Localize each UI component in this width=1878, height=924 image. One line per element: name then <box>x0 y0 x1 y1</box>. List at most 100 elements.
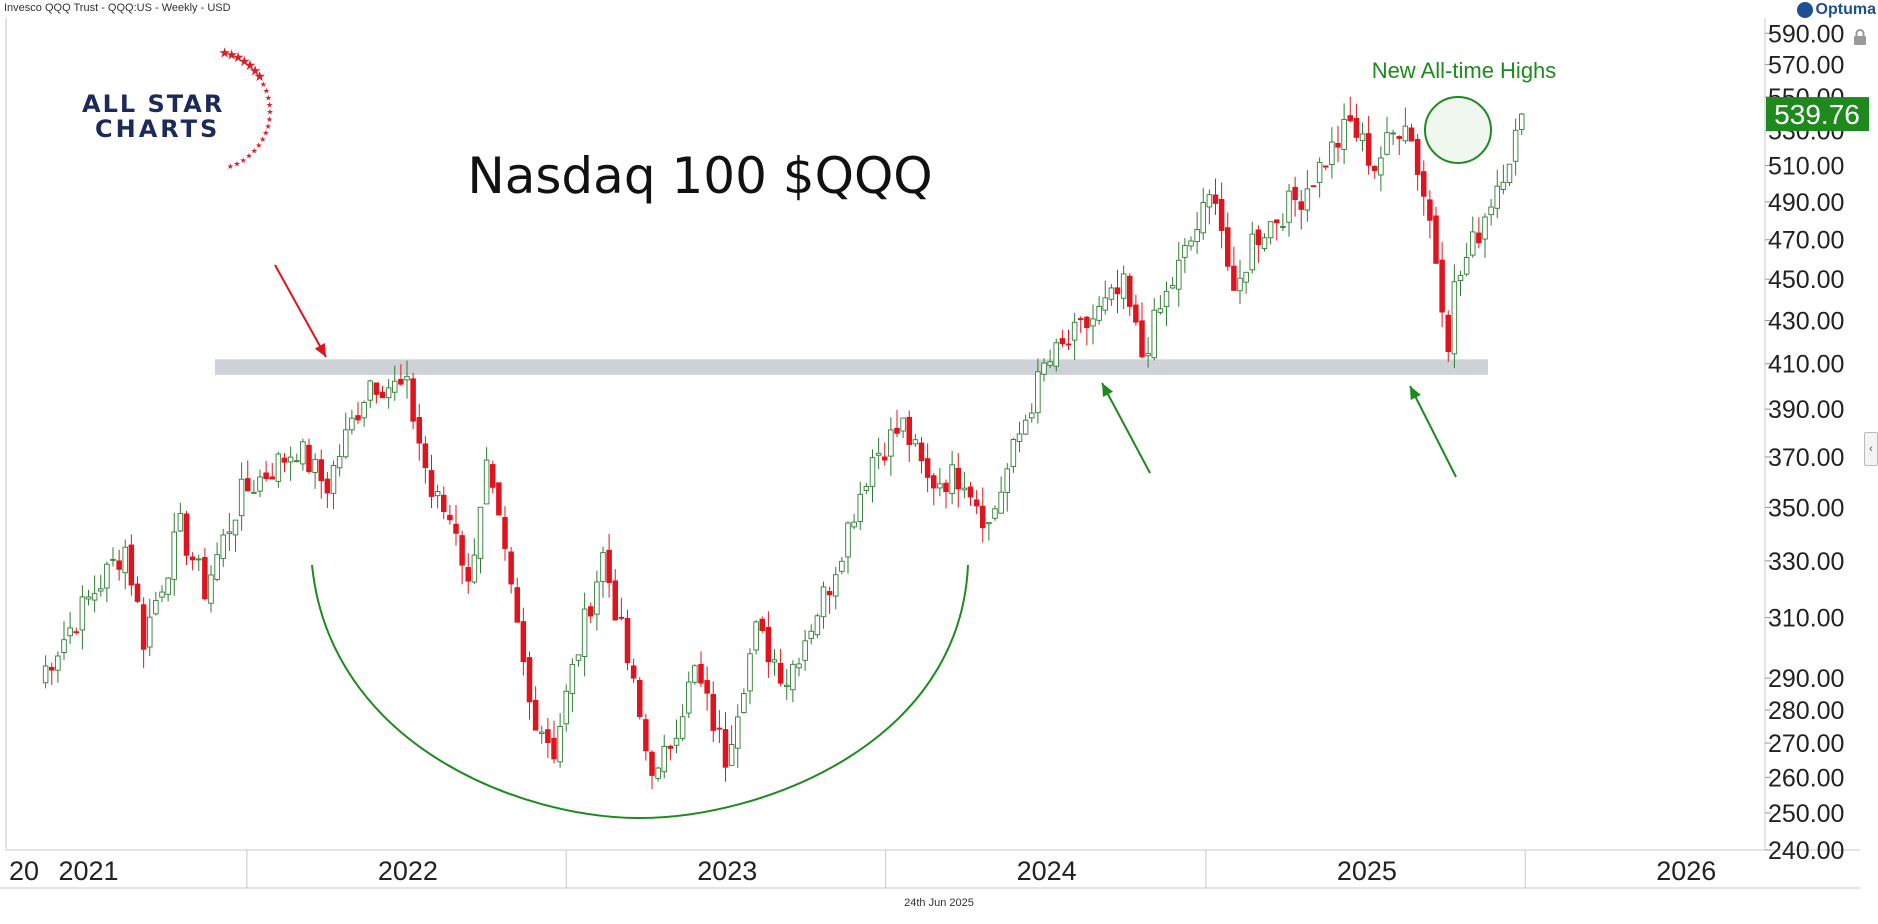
x-tick-label: 2023 <box>697 856 757 886</box>
candle-body <box>324 478 331 494</box>
candle-body <box>1414 138 1421 175</box>
logo-star: ★ <box>260 80 267 89</box>
candle <box>55 651 61 683</box>
candle <box>545 718 551 759</box>
candle-body <box>294 460 300 463</box>
candle-body <box>1500 181 1507 190</box>
candle <box>251 480 257 494</box>
candle <box>294 453 300 463</box>
candle <box>1188 236 1194 251</box>
candle <box>1200 187 1206 240</box>
y-tick-label: 490.00 <box>1768 189 1844 217</box>
optuma-brand[interactable]: Optuma <box>1796 1 1876 19</box>
candle <box>924 443 931 493</box>
candle-body <box>1353 118 1360 138</box>
candle-body <box>961 487 968 491</box>
candle <box>532 686 539 731</box>
y-tick-label: 240.00 <box>1768 837 1844 865</box>
candle <box>514 577 521 623</box>
candle <box>692 664 698 685</box>
candle <box>1310 185 1317 188</box>
candle <box>490 460 496 494</box>
candle <box>1182 237 1188 274</box>
candle <box>85 589 92 606</box>
candle <box>465 553 472 594</box>
candle-body <box>263 472 269 480</box>
candle-body <box>557 726 563 763</box>
candle <box>771 649 778 676</box>
candle-body <box>1212 194 1219 204</box>
candle-body <box>955 467 962 490</box>
candle <box>747 648 753 705</box>
candle <box>343 412 349 459</box>
candle-body <box>1077 318 1084 321</box>
logo-line1: ALL STAR <box>82 90 224 118</box>
candle-body <box>1090 318 1096 327</box>
candle-body <box>980 505 986 529</box>
candle-body <box>275 453 282 482</box>
candle <box>1096 296 1102 325</box>
logo-star: ★ <box>232 50 245 66</box>
candle-body <box>937 483 943 489</box>
candle <box>716 710 723 744</box>
candle-body <box>624 618 631 664</box>
candle-body <box>545 729 551 744</box>
candle-body <box>1084 316 1090 329</box>
candle-body <box>300 441 306 465</box>
candle-body <box>392 380 398 393</box>
candle-body <box>434 491 441 497</box>
candle <box>1028 403 1035 423</box>
candle <box>336 444 343 477</box>
candle <box>398 364 404 386</box>
candle-body <box>1433 215 1439 264</box>
logo-star: ★ <box>238 54 251 70</box>
candle <box>422 436 429 484</box>
y-tick-label: 590.00 <box>1768 20 1844 48</box>
candle-body <box>1396 136 1402 139</box>
candle-body <box>1347 115 1353 122</box>
candle <box>955 452 962 508</box>
candle-body <box>931 475 937 489</box>
candle <box>833 566 839 610</box>
candle <box>667 744 674 761</box>
y-tick-label: 470.00 <box>1768 227 1844 255</box>
candle <box>1329 127 1335 179</box>
optuma-brand-label: Optuma <box>1815 1 1876 18</box>
candle-body <box>1120 273 1127 299</box>
candle <box>1157 295 1164 315</box>
candle <box>1041 358 1047 382</box>
candle-body <box>287 456 294 463</box>
candle-body <box>594 581 600 615</box>
candle <box>765 611 772 678</box>
candle <box>655 766 661 782</box>
candle-body <box>894 427 900 434</box>
candle <box>1249 221 1255 274</box>
candle <box>1476 217 1482 249</box>
candle <box>857 481 864 531</box>
candle-body <box>232 519 239 536</box>
candle <box>1194 212 1200 254</box>
candle-body <box>1304 188 1311 211</box>
instrument-title: Invesco QQQ Trust - QQQ:US - Weekly - US… <box>4 2 231 14</box>
candle <box>73 627 79 635</box>
candle-body <box>612 580 619 621</box>
logo-star: ★ <box>218 45 231 61</box>
candle-body <box>1157 308 1164 313</box>
logo-star: ★ <box>225 47 238 63</box>
candle <box>483 447 490 505</box>
candle-body <box>104 563 110 589</box>
candle <box>722 712 729 782</box>
candle-body <box>526 657 533 703</box>
candle <box>784 669 790 700</box>
candle-body <box>1035 371 1041 414</box>
candle <box>379 385 386 399</box>
logo-star: ★ <box>259 135 266 144</box>
lock-icon[interactable] <box>1852 28 1868 46</box>
candle-body <box>551 737 557 760</box>
logo-star: ★ <box>264 122 271 131</box>
candle-body <box>1194 229 1200 243</box>
candle-body <box>428 470 435 497</box>
candle-body <box>765 626 772 663</box>
candle-body <box>1280 226 1286 228</box>
